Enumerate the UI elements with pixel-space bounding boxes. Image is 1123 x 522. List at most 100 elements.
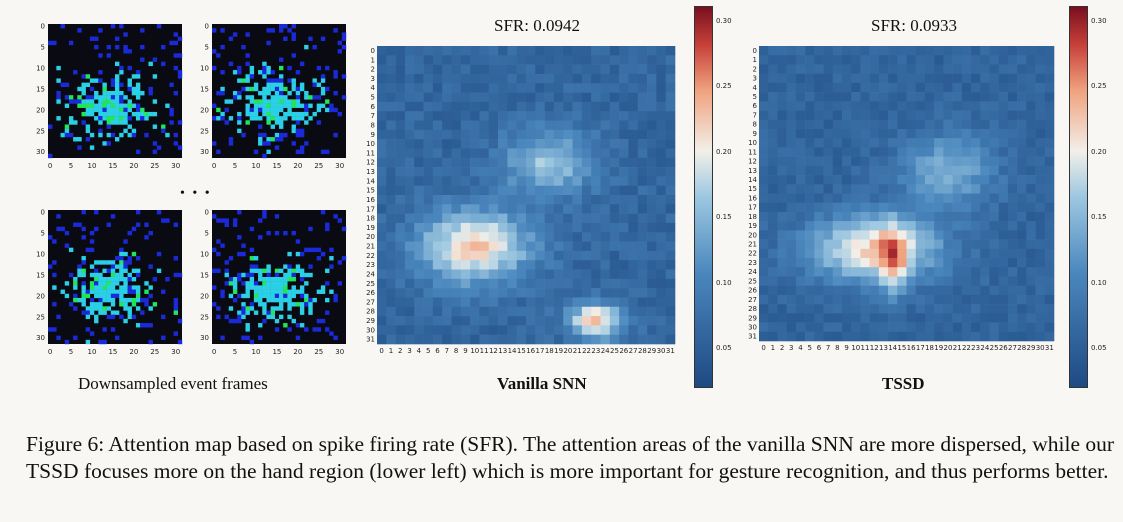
event-pixel <box>245 103 250 108</box>
heatmap-cell <box>897 64 907 74</box>
event-pixel <box>304 247 309 253</box>
heatmap-cell <box>488 213 499 224</box>
heatmap-cell <box>832 147 843 157</box>
event-pixel <box>152 277 158 282</box>
event-pixel <box>81 281 86 286</box>
event-pixel <box>177 145 183 150</box>
heatmap-cell <box>786 294 797 305</box>
heatmap-cell <box>553 297 564 308</box>
heatmap-cell <box>777 184 787 194</box>
heatmap-cell <box>924 184 935 194</box>
event-pixel <box>119 256 124 261</box>
heatmap-y-tick: 28 <box>748 305 757 313</box>
heatmap-cell <box>647 334 657 345</box>
heatmap-cell <box>759 119 769 130</box>
heatmap-cell <box>795 193 806 204</box>
heatmap-y-tick: 25 <box>748 277 757 285</box>
heatmap-cell <box>980 193 990 204</box>
heatmap-y-tick: 26 <box>366 289 375 297</box>
heatmap-cell <box>526 306 536 317</box>
event-pixel <box>262 61 267 67</box>
heatmap-cell <box>980 138 990 148</box>
heatmap-cell <box>1035 331 1046 342</box>
heatmap-cell <box>526 241 536 252</box>
heatmap-cell <box>488 55 499 65</box>
heatmap-cell <box>897 110 907 121</box>
event-pixel <box>85 247 91 253</box>
heatmap-cell <box>795 175 806 185</box>
heatmap-cell <box>998 230 1009 240</box>
heatmap-cell <box>572 250 583 261</box>
heatmap-cell <box>526 269 536 280</box>
heatmap-cell <box>507 120 517 131</box>
heatmap-cell <box>619 46 629 56</box>
heatmap-cell <box>795 285 806 296</box>
event-pixel <box>279 132 284 138</box>
heatmap-cell <box>488 325 499 335</box>
heatmap-cell <box>377 185 387 196</box>
heatmap-cell <box>665 213 676 224</box>
event-pixel <box>94 281 99 286</box>
heatmap-cell <box>1026 248 1036 259</box>
event-pixel <box>135 289 141 294</box>
heatmap-cell <box>777 294 787 305</box>
heatmap-cell <box>414 260 424 270</box>
event-pixel <box>232 95 238 100</box>
heatmap-cell <box>516 120 527 131</box>
event-pixel <box>333 297 338 303</box>
heatmap-cell <box>665 92 676 103</box>
heatmap-cell <box>924 294 935 305</box>
event-pixel <box>102 91 107 96</box>
heatmap-cell <box>479 55 490 65</box>
heatmap-cell <box>619 195 629 205</box>
event-pixel <box>245 293 250 299</box>
heatmap-cell <box>915 313 926 323</box>
heatmap-cell <box>451 139 462 149</box>
event-y-tick: 15 <box>36 85 45 93</box>
event-pixel <box>283 24 288 29</box>
event-pixel <box>258 302 263 307</box>
event-pixel <box>237 251 242 257</box>
heatmap-cell <box>442 250 452 261</box>
heatmap-cell <box>619 167 629 177</box>
heatmap-cell <box>888 55 898 65</box>
event-pixel <box>106 306 112 311</box>
heatmap-cell <box>377 250 387 261</box>
heatmap-cell <box>572 157 583 168</box>
heatmap-cell <box>915 73 926 84</box>
heatmap-cell <box>768 138 778 148</box>
heatmap-cell <box>404 73 415 84</box>
event-pixel <box>291 82 296 88</box>
heatmap-cell <box>1017 313 1027 323</box>
event-pixel <box>85 111 91 117</box>
event-pixel <box>304 272 309 278</box>
heatmap-cell <box>665 334 676 345</box>
heatmap-cell <box>841 202 852 213</box>
event-pixel <box>295 70 301 75</box>
event-pixel <box>115 86 120 92</box>
heatmap-cell <box>619 73 629 84</box>
heatmap-cell <box>1044 221 1055 231</box>
heatmap-cell <box>934 193 944 204</box>
heatmap-cell <box>609 278 620 289</box>
event-pixel <box>262 285 267 290</box>
heatmap-cell <box>507 288 517 298</box>
event-pixel <box>148 293 153 299</box>
heatmap-cell <box>395 250 406 261</box>
heatmap-cell <box>777 64 787 74</box>
event-pixel <box>295 91 301 96</box>
heatmap-cell <box>832 165 843 176</box>
heatmap-cell <box>591 148 601 159</box>
heatmap-cell <box>488 176 499 186</box>
event-y-tick: 10 <box>200 64 209 72</box>
event-pixel <box>279 107 284 113</box>
heatmap-cell <box>777 304 787 314</box>
event-pixel <box>295 103 301 108</box>
event-pixel <box>253 86 259 92</box>
event-pixel <box>270 310 276 315</box>
event-pixel <box>279 65 284 71</box>
event-pixel <box>270 277 276 282</box>
heatmap-cell <box>759 211 769 222</box>
event-pixel <box>169 82 174 88</box>
event-pixel <box>316 103 322 108</box>
